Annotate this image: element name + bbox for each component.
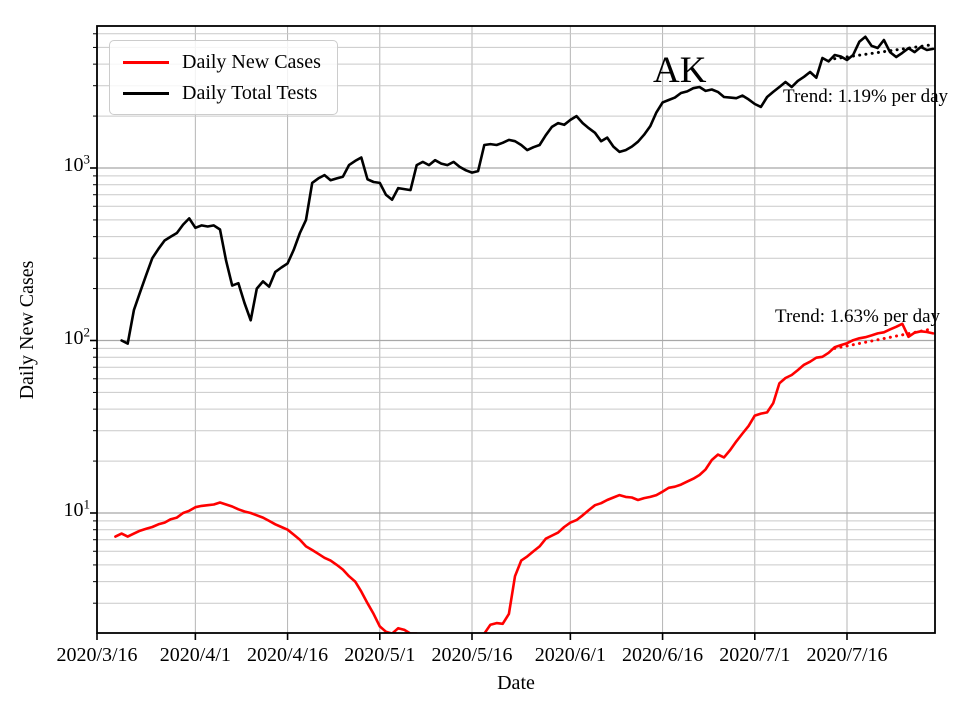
cases-trend-annotation: Trend: 1.63% per day [775, 306, 940, 327]
y-tick-label: 101 [63, 496, 91, 521]
tests-trend-annotation: Trend: 1.19% per day [783, 86, 948, 107]
x-tick-label: 2020/5/16 [431, 644, 513, 666]
x-axis-label: Date [497, 672, 535, 694]
legend-item-daily-new-cases: Daily New Cases [123, 51, 321, 73]
y-axis-label: Daily New Cases [16, 260, 38, 400]
legend-label: Daily Total Tests [182, 82, 318, 104]
axis-ticks [90, 33, 848, 640]
series-group [114, 35, 935, 633]
x-tick-label: 2020/5/1 [344, 644, 416, 666]
y-tick-label: 103 [63, 151, 91, 176]
x-tick-label: 2020/6/16 [622, 644, 704, 666]
legend: Daily New Cases Daily Total Tests [109, 40, 338, 115]
daily-total-tests-line [120, 35, 935, 345]
x-tick-label: 2020/6/1 [534, 644, 606, 666]
red-line-sample [123, 60, 169, 64]
axes-spines [96, 25, 936, 634]
black-line-sample [123, 91, 169, 95]
x-tick-label: 2020/3/16 [56, 644, 138, 666]
cases-trend-1-63-per-day-line [833, 327, 935, 350]
x-tick-label: 2020/7/16 [806, 644, 888, 666]
legend-label: Daily New Cases [182, 51, 321, 73]
gridlines [96, 26, 935, 633]
x-tick-label: 2020/7/1 [719, 644, 791, 666]
tests-trend-1-19-per-day-line [833, 43, 935, 61]
state-title: AK [653, 50, 707, 91]
y-tick-label: 102 [63, 323, 91, 349]
x-tick-label: 2020/4/16 [247, 644, 329, 666]
daily-new-cases-line [114, 322, 935, 633]
legend-item-daily-total-tests: Daily Total Tests [123, 82, 321, 104]
x-tick-label: 2020/4/1 [159, 644, 231, 666]
